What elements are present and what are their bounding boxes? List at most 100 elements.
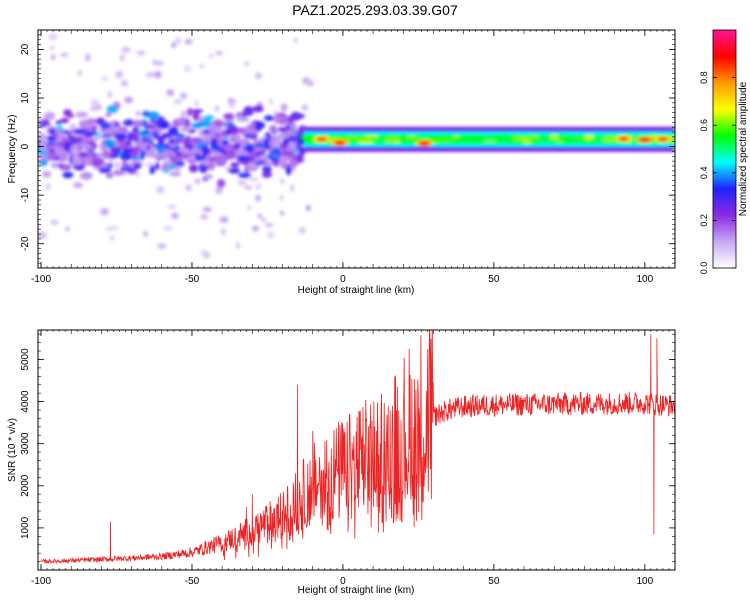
speckle-mark xyxy=(77,71,83,75)
speckle-mark xyxy=(155,60,164,66)
speckle-mark xyxy=(134,171,141,177)
speckle-mark xyxy=(279,195,284,201)
speckle-hotspot xyxy=(109,154,115,159)
speckle-mark xyxy=(268,124,277,133)
speckle-mark xyxy=(38,231,48,240)
speckle-mark xyxy=(236,155,250,162)
speckle-hotspot xyxy=(113,122,120,127)
speckle-mark xyxy=(214,105,220,113)
speckle-mark xyxy=(62,171,74,179)
snr-x-label: Height of straight line (km) xyxy=(298,585,415,596)
speckle-mark xyxy=(47,144,56,150)
speckle-mark xyxy=(80,139,88,145)
speckle-mark xyxy=(166,89,175,97)
speckle-mark xyxy=(155,146,165,152)
speckle-mark xyxy=(286,115,295,124)
snr-series-line xyxy=(40,330,675,565)
speckle-mark xyxy=(194,99,199,108)
speckle-mark xyxy=(48,33,58,41)
speckle-hotspot xyxy=(157,124,161,129)
speckle-mark xyxy=(101,75,109,82)
speckle-mark xyxy=(147,111,160,120)
speckle-hotspot xyxy=(114,148,122,152)
y-tick-label: 4000 xyxy=(20,390,31,413)
speckle-mark xyxy=(109,235,115,240)
speckle-mark xyxy=(59,52,69,58)
x-tick-label: -50 xyxy=(185,274,200,285)
speckle-mark xyxy=(38,132,47,141)
speckle-mark xyxy=(107,91,113,99)
speckle-mark xyxy=(279,210,285,216)
speckle-mark xyxy=(135,110,142,117)
speckle-mark xyxy=(171,212,179,220)
speckle-mark xyxy=(163,169,170,173)
speckle-mark xyxy=(54,132,60,137)
band-peak xyxy=(334,140,345,145)
chart-title: PAZ1.2025.293.03.39.G07 xyxy=(292,2,458,18)
speckle-hotspot xyxy=(198,163,203,167)
speckle-mark xyxy=(230,162,240,168)
speckle-hotspot xyxy=(227,122,234,126)
colorbar-ticks: 0.0 0.2 0.4 0.6 0.8 xyxy=(699,71,736,274)
speckle-mark xyxy=(168,139,176,145)
speckle-hotspot xyxy=(48,141,54,145)
colorbar-tick-label: 0.2 xyxy=(699,214,709,227)
speckle-mark xyxy=(138,129,151,137)
speckle-hotspot xyxy=(54,156,60,161)
speckle-mark xyxy=(40,141,47,151)
speckle-mark xyxy=(290,132,298,137)
speckle-mark xyxy=(264,115,275,121)
snr-panel: -100 -50 0 50 100 1000 2000 3000 4000 5000 Height… xyxy=(7,329,676,596)
speckle-mark xyxy=(127,131,135,141)
speckle-mark xyxy=(95,117,106,126)
speckle-mark xyxy=(240,138,250,144)
speckle-mark xyxy=(251,225,260,232)
speckle-mark xyxy=(262,165,272,173)
speckle-mark xyxy=(41,119,50,127)
speckle-hotspot xyxy=(126,148,134,152)
speckle-mark xyxy=(95,132,101,137)
speckle-hotspot xyxy=(151,132,158,137)
snr-frame xyxy=(37,329,676,571)
speckle-mark xyxy=(257,154,271,161)
speckle-hotspot xyxy=(215,133,221,137)
x-tick-label: 50 xyxy=(488,274,500,285)
band-peak xyxy=(639,137,650,142)
speckle-mark xyxy=(233,142,241,151)
band-texture xyxy=(602,136,616,143)
band-texture xyxy=(407,137,423,141)
speckle-hotspot xyxy=(48,128,56,134)
speckle-mark xyxy=(114,161,121,169)
speckle-hotspot xyxy=(216,147,220,152)
speckle-mark xyxy=(124,140,132,146)
speckle-hotspot xyxy=(253,125,260,130)
speckle-mark xyxy=(184,38,193,45)
speckle-hotspot xyxy=(204,142,209,147)
speckle-mark xyxy=(161,132,172,139)
speckle-mark xyxy=(257,213,262,219)
speckle-mark xyxy=(255,194,262,202)
band-texture xyxy=(357,140,375,144)
speckle-mark xyxy=(293,37,298,44)
y-tick-label: 3000 xyxy=(20,432,31,455)
band-texture xyxy=(522,139,531,145)
band-peak xyxy=(316,137,327,142)
speckle-mark xyxy=(45,183,51,191)
speckle-mark xyxy=(280,178,285,185)
speckle-hotspot xyxy=(92,153,98,157)
speckle-mark xyxy=(121,46,131,53)
band-texture xyxy=(389,134,401,141)
x-tick-label: -50 xyxy=(185,576,200,587)
y-tick-label: 2000 xyxy=(20,474,31,497)
speckle-mark xyxy=(215,155,228,165)
speckle-mark xyxy=(200,213,209,220)
speckle-hotspot xyxy=(231,127,238,130)
band-texture xyxy=(300,135,312,140)
speckle-mark xyxy=(100,163,109,168)
speckle-mark xyxy=(192,111,200,121)
speckle-mark xyxy=(261,171,273,178)
speckle-hotspot xyxy=(113,154,117,159)
speckle-hotspot xyxy=(172,150,178,154)
